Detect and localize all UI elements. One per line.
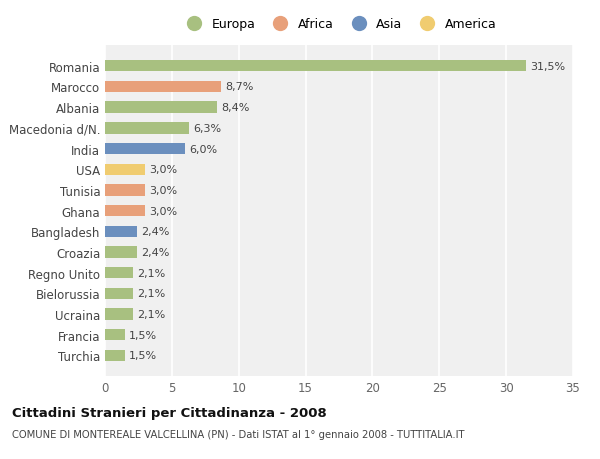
Bar [105,82,221,93]
Text: 6,3%: 6,3% [193,123,221,134]
Bar [105,185,145,196]
Bar [105,288,133,299]
Bar [105,144,185,155]
Text: 3,0%: 3,0% [149,206,177,216]
Bar [105,330,125,341]
Bar [105,206,145,217]
Bar [105,350,125,361]
Text: 2,1%: 2,1% [137,309,166,319]
Text: 8,7%: 8,7% [226,82,254,92]
Text: 3,0%: 3,0% [149,165,177,175]
Text: 2,4%: 2,4% [141,247,169,257]
Text: 1,5%: 1,5% [129,351,157,361]
Text: 2,4%: 2,4% [141,227,169,237]
Text: 2,1%: 2,1% [137,268,166,278]
Bar [105,164,145,175]
Text: 1,5%: 1,5% [129,330,157,340]
Text: 6,0%: 6,0% [189,144,217,154]
Bar [105,247,137,258]
Bar [105,226,137,237]
Text: COMUNE DI MONTEREALE VALCELLINA (PN) - Dati ISTAT al 1° gennaio 2008 - TUTTITALI: COMUNE DI MONTEREALE VALCELLINA (PN) - D… [12,429,464,439]
Text: 31,5%: 31,5% [530,62,565,72]
Bar [105,268,133,279]
Text: 8,4%: 8,4% [221,103,250,113]
Bar [105,123,189,134]
Text: 3,0%: 3,0% [149,185,177,196]
Bar [105,102,217,113]
Legend: Europa, Africa, Asia, America: Europa, Africa, Asia, America [176,13,502,36]
Text: 2,1%: 2,1% [137,289,166,299]
Bar [105,309,133,320]
Bar [105,61,526,72]
Text: Cittadini Stranieri per Cittadinanza - 2008: Cittadini Stranieri per Cittadinanza - 2… [12,406,327,419]
